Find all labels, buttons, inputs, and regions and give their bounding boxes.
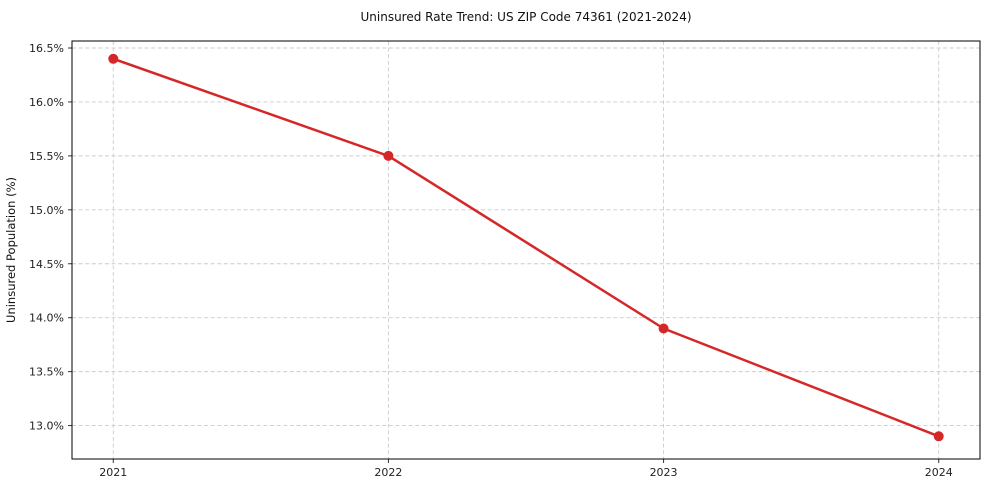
series-layer [108, 53, 944, 442]
y-tick-label: 15.0% [29, 204, 64, 217]
y-tick-label: 14.5% [29, 258, 64, 271]
x-tick-label: 2022 [374, 466, 402, 479]
axis-layer: 2021 2022 2023 2024 13.0% 13.5% 14.0% 14.5% 15.0… [29, 40, 981, 479]
x-tick-label: 2024 [925, 466, 953, 479]
y-tick-label: 13.0% [29, 420, 64, 433]
data-point-2024 [933, 431, 944, 442]
x-tick-label: 2023 [650, 466, 678, 479]
x-tick-label: 2021 [99, 466, 127, 479]
y-tick-label: 16.0% [29, 96, 64, 109]
y-tick-label: 15.5% [29, 150, 64, 163]
grid-layer [72, 41, 980, 459]
data-point-2022 [383, 150, 394, 161]
data-point-2023 [658, 323, 669, 334]
data-point-2021 [108, 53, 119, 64]
trend-line [112, 57, 940, 438]
y-tick-label: 13.5% [29, 366, 64, 379]
y-tick-label: 14.0% [29, 312, 64, 325]
chart-title: Uninsured Rate Trend: US ZIP Code 74361 … [360, 10, 691, 24]
plot-border [71, 40, 981, 460]
y-axis-title: Uninsured Population (%) [4, 177, 18, 323]
y-tick-label: 16.5% [29, 42, 64, 55]
